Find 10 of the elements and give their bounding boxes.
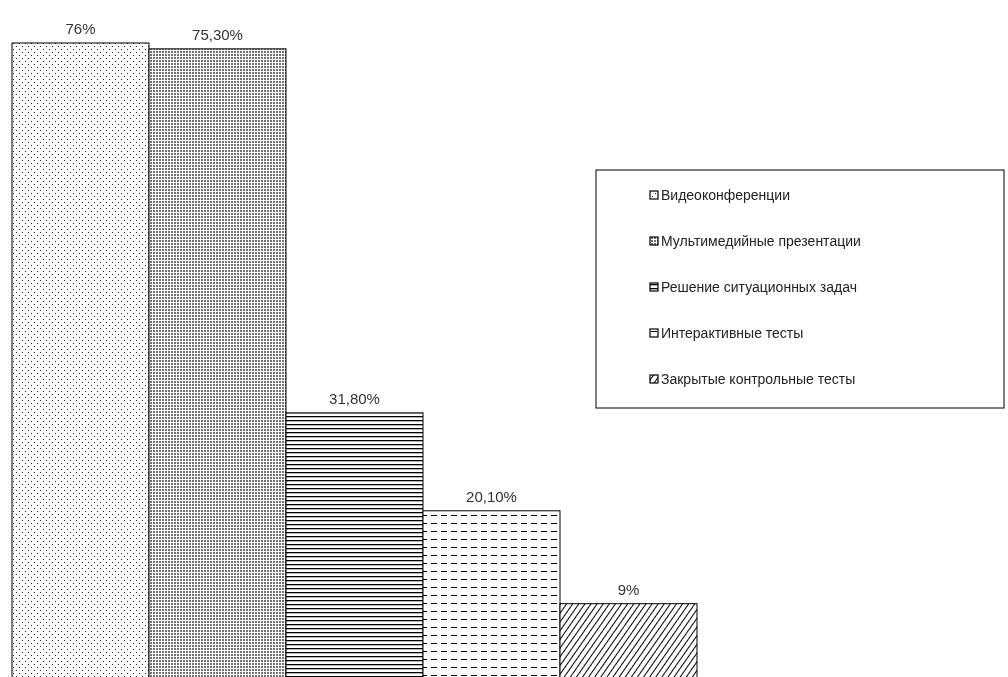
legend-label: Мультимедийные презентации — [661, 233, 861, 249]
legend-label: Закрытые контрольные тесты — [661, 371, 856, 387]
data-label: 75,30% — [192, 25, 243, 43]
data-label: 76% — [65, 20, 96, 37]
data-label: 31,80% — [329, 389, 380, 407]
legend-label: Видеоконференции — [661, 187, 790, 203]
data-label: 9% — [617, 580, 640, 598]
data-label: 20,10% — [466, 487, 517, 505]
legend-label: Интерактивные тесты — [661, 325, 804, 341]
legend-label: Решение ситуационных задач — [661, 279, 857, 295]
